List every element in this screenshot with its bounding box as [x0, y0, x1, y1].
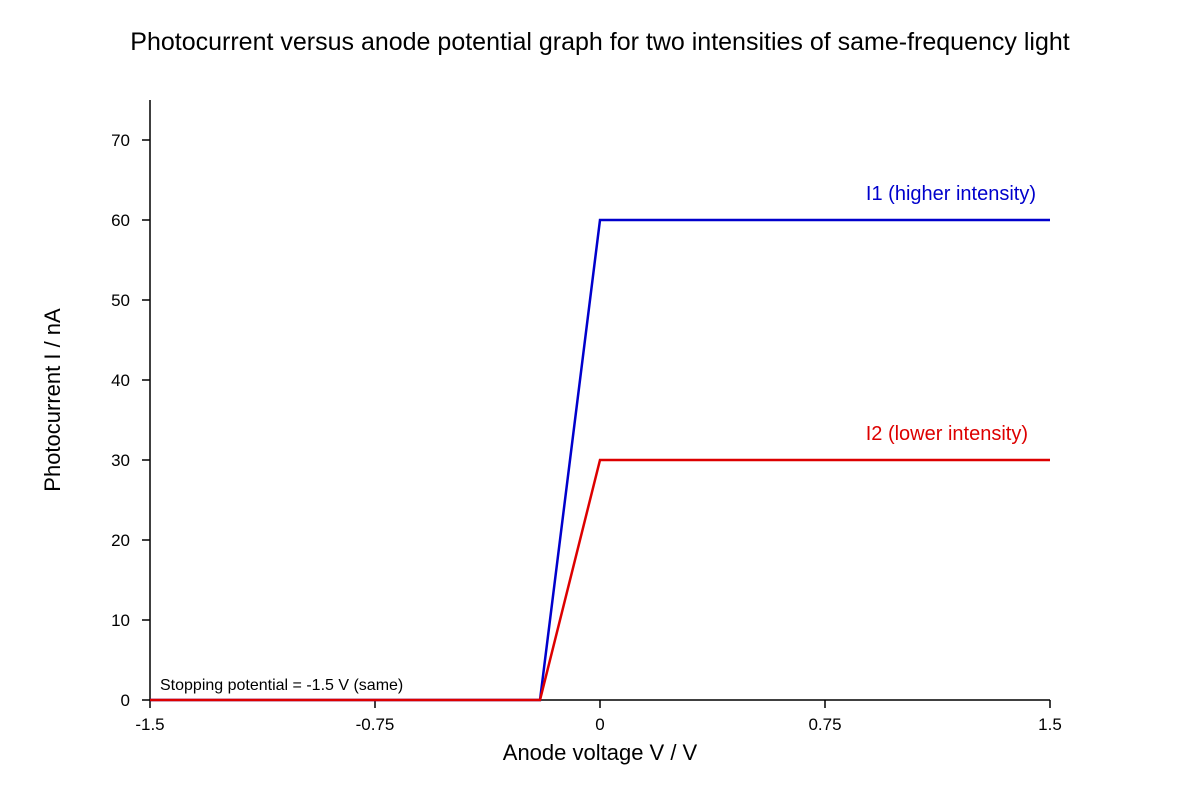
x-tick-label: 1.5	[1038, 715, 1062, 734]
series-line-2	[150, 458, 1050, 702]
y-tick-label: 10	[111, 611, 130, 630]
y-tick-label: 60	[111, 211, 130, 230]
y-axis-label: Photocurrent I / nA	[40, 308, 65, 492]
y-tick-label: 70	[111, 131, 130, 150]
chart-title: Photocurrent versus anode potential grap…	[130, 28, 1069, 56]
x-tick-label: 0.75	[808, 715, 841, 734]
x-tick-label: -1.5	[135, 715, 164, 734]
series-label-1: I1 (higher intensity)	[866, 183, 1036, 205]
x-tick-label: 0	[595, 715, 604, 734]
x-tick-label: -0.75	[356, 715, 395, 734]
y-ticks: 0 10 20 30 40 50 60 70	[111, 131, 150, 710]
y-tick-label: 30	[111, 451, 130, 470]
series-group: I1 (higher intensity) I2 (lower intensity…	[150, 183, 1050, 702]
series-label-2: I2 (lower intensity)	[866, 423, 1028, 445]
y-tick-label: 50	[111, 291, 130, 310]
x-ticks: -1.5 -0.75 0 0.75 1.5	[135, 700, 1062, 734]
y-tick-label: 40	[111, 371, 130, 390]
stopping-potential-annotation: Stopping potential = -1.5 V (same)	[160, 677, 403, 694]
y-tick-label: 0	[121, 691, 130, 710]
y-tick-label: 20	[111, 531, 130, 550]
x-axis-label: Anode voltage V / V	[503, 740, 698, 765]
